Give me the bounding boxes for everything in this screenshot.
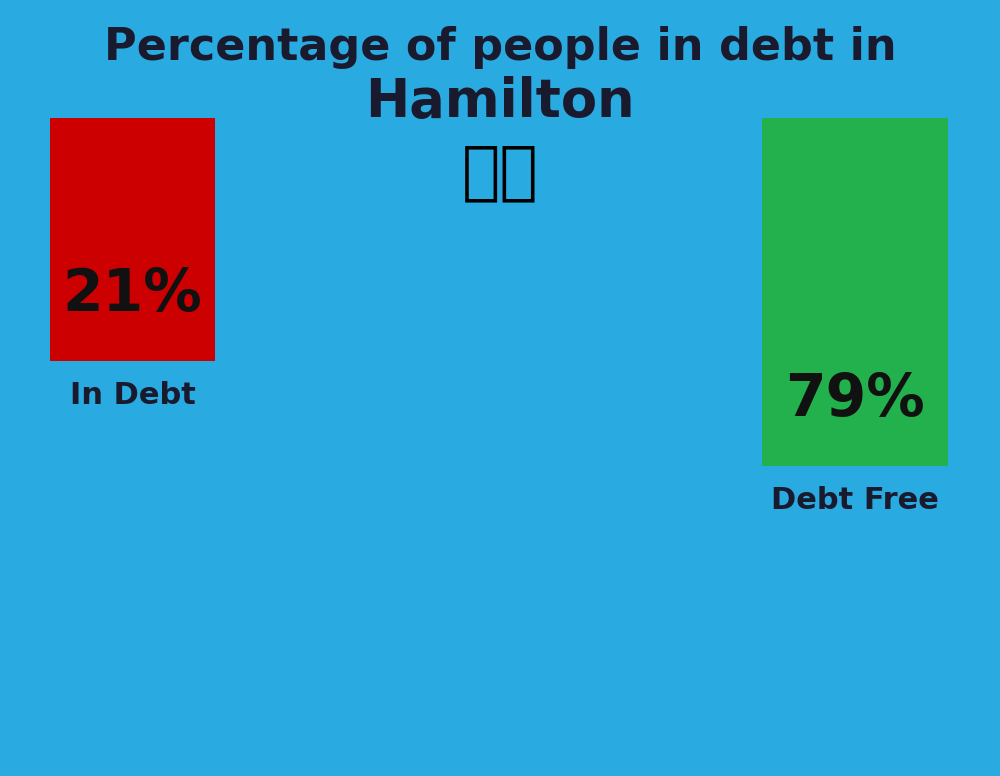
Text: Percentage of people in debt in: Percentage of people in debt in	[104, 26, 896, 69]
Text: 79%: 79%	[785, 371, 925, 428]
FancyBboxPatch shape	[762, 118, 948, 466]
Text: In Debt: In Debt	[70, 381, 195, 410]
Text: 🇳🇿: 🇳🇿	[462, 141, 538, 203]
Text: 21%: 21%	[63, 266, 202, 323]
Text: Hamilton: Hamilton	[365, 76, 635, 128]
FancyBboxPatch shape	[50, 118, 215, 361]
Text: Debt Free: Debt Free	[771, 486, 939, 515]
